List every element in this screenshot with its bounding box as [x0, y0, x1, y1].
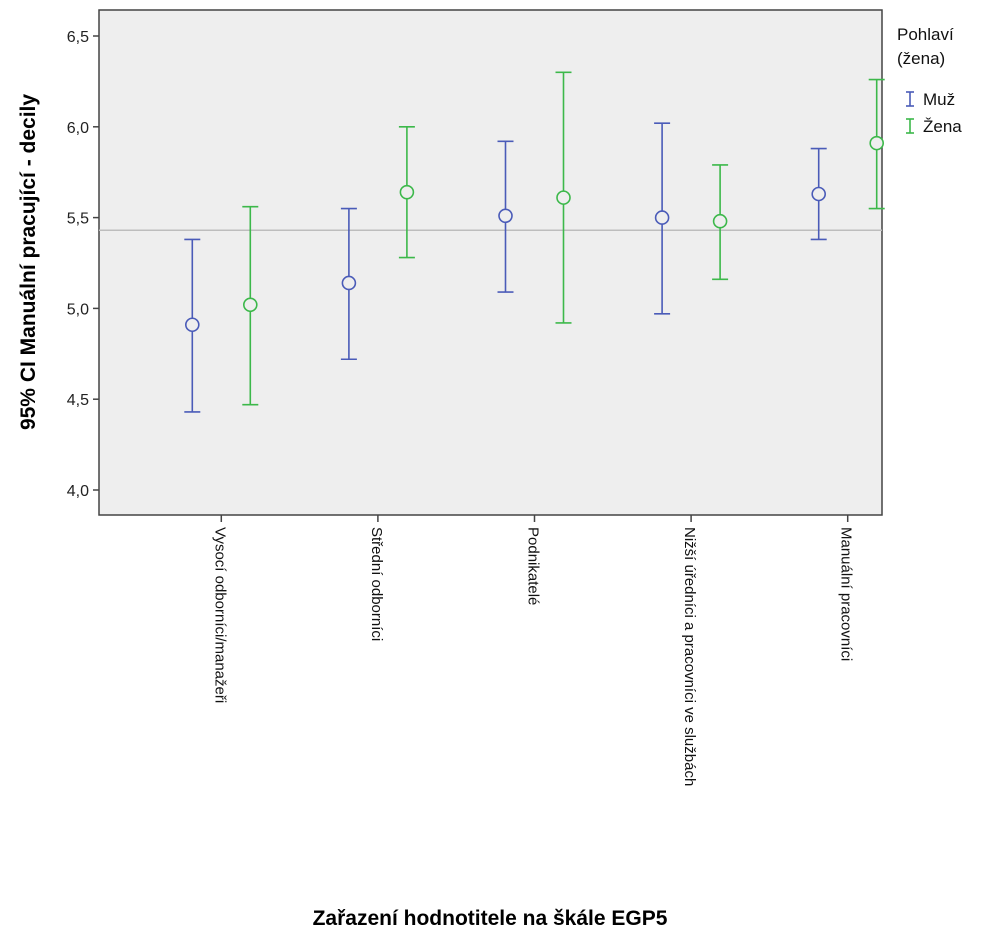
series-1 — [184, 122, 827, 413]
mean-point — [498, 208, 513, 224]
legend-title-line2: (žena) — [897, 49, 945, 68]
plot-area — [98, 9, 883, 516]
x-axis: Vysocí odborníci/manažeři Střední odborní… — [211, 515, 855, 786]
category-label: Střední odborníci — [368, 527, 385, 641]
legend-label: Žena — [923, 117, 962, 136]
y-axis: 4,0 4,5 5,0 5,5 6,0 6,5 — [67, 29, 99, 500]
mean-point — [243, 297, 258, 313]
y-axis-title: 95% CI Manuální pracující - decily — [17, 94, 40, 430]
y-tick-label: 4,5 — [67, 392, 89, 409]
category-label: Nižší úředníci a pracovníci ve službách — [681, 527, 698, 786]
mean-point — [811, 186, 827, 202]
y-tick-label: 6,5 — [67, 29, 89, 46]
mean-point — [341, 275, 357, 291]
legend: Pohlaví (žena) Muž Žena — [897, 25, 962, 136]
mean-point — [556, 190, 571, 205]
legend-title-line1: Pohlaví — [897, 25, 954, 44]
category-label: Vysocí odborníci/manažeři — [211, 527, 228, 703]
legend-item: Žena — [906, 117, 962, 136]
series-2 — [242, 71, 885, 406]
y-tick-label: 4,0 — [67, 483, 89, 500]
series-marks — [184, 71, 885, 413]
legend-label: Muž — [923, 90, 955, 109]
mean-point — [399, 184, 415, 200]
x-axis-title: Zařazení hodnotitele na škále EGP5 — [313, 907, 668, 930]
category-label: Podnikatelé — [525, 527, 542, 605]
y-tick-label: 5,0 — [67, 301, 89, 318]
category-label: Manuální pracovníci — [838, 527, 855, 661]
mean-point — [185, 317, 200, 333]
mean-point — [869, 135, 885, 151]
mean-point — [712, 213, 728, 229]
mean-point — [654, 210, 670, 225]
legend-item: Muž — [906, 90, 955, 109]
y-tick-label: 6,0 — [67, 120, 89, 137]
y-tick-label: 5,5 — [67, 211, 89, 228]
